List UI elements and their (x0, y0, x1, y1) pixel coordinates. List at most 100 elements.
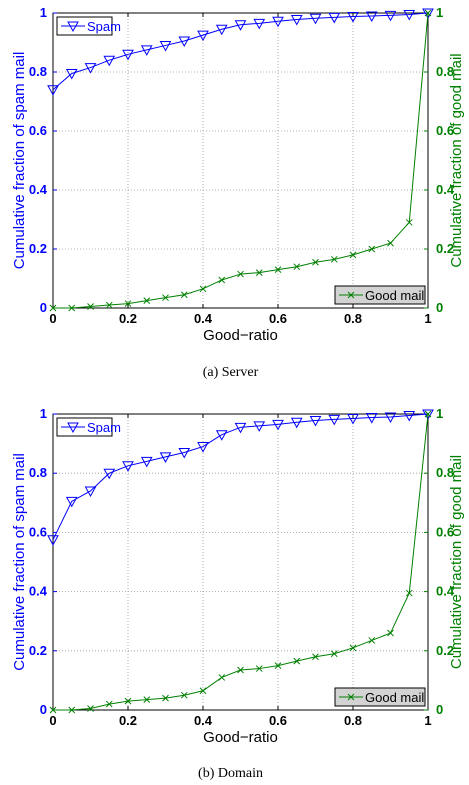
plot-area (53, 414, 428, 710)
x-marker-stroke (405, 589, 413, 597)
x-marker-stroke (312, 653, 319, 661)
good-mail-point (49, 304, 57, 312)
spam-point (403, 410, 416, 422)
x-marker-stroke (218, 276, 226, 284)
y-tick-label-right: 0 (436, 300, 443, 315)
x-marker-stroke (255, 665, 263, 672)
x-marker-stroke (330, 255, 338, 263)
x-icon (347, 693, 355, 701)
good-mail-point (218, 674, 226, 681)
y-axis-label-right: Cumulative fraction of good mail (448, 53, 465, 267)
x-tick-label: 0.6 (269, 311, 287, 326)
good-mail-point (293, 263, 301, 271)
x-marker-stroke (293, 263, 301, 271)
good-mail-point (368, 245, 376, 253)
spam-point (234, 20, 247, 31)
x-marker-stroke (124, 697, 132, 705)
x-marker-stroke (199, 285, 207, 293)
spam-point (234, 422, 247, 434)
y-tick-label-right: 1 (436, 5, 443, 20)
x-tick-label: 0.8 (344, 713, 362, 728)
x-marker-stroke (368, 637, 376, 644)
x-marker-stroke (68, 304, 76, 312)
y-tick-label-left: 0.8 (29, 64, 47, 79)
x-marker-stroke (143, 696, 151, 703)
x-marker-stroke (368, 245, 376, 253)
y-tick-label-left: 0.6 (29, 123, 47, 138)
y-axis-label-left: Cumulative fraction of spam mail (11, 52, 28, 270)
x-marker-stroke (199, 687, 207, 695)
chart-panel-2: 0 0.2 0.4 0.6 0.8 10 00.2 0.20.4 0.40.6 0.60.8 0.8… (11, 406, 465, 781)
x-marker-stroke (87, 705, 94, 712)
spam-point (384, 412, 397, 423)
spam-point (178, 36, 191, 48)
x-axis-label: Good−ratio (203, 327, 278, 344)
x-marker-stroke (162, 694, 169, 702)
axes-box (52, 12, 429, 309)
good-mail-point (349, 644, 357, 652)
figure-caption: (b) Domain (198, 766, 263, 781)
good-mail-point (68, 706, 76, 714)
legend-spam: Spam (56, 16, 121, 36)
spam-point (215, 24, 228, 36)
good-mail-point (105, 700, 113, 708)
x-marker-stroke (180, 291, 188, 299)
plot-area (53, 13, 428, 308)
x-marker-stroke (237, 666, 244, 674)
good-mail-point (312, 653, 319, 661)
spam-point (178, 447, 191, 459)
triangle-down-icon (67, 21, 79, 33)
y-tick-label-right: 0.2 (436, 643, 454, 658)
legend-label: Good mail (365, 690, 424, 705)
spam-point (140, 45, 153, 56)
spam-point (309, 13, 322, 25)
x-marker-stroke (49, 706, 57, 714)
x-marker-stroke (255, 269, 263, 276)
x-marker-stroke (180, 691, 188, 699)
legend-spam: Spam (56, 417, 121, 437)
x-tick-label: 0 (49, 311, 56, 326)
good-mail-point (143, 297, 151, 304)
good-mail-point (124, 697, 132, 705)
legend-box (334, 687, 426, 707)
good-mail-point (405, 589, 413, 597)
good-mail-point (68, 304, 76, 312)
x-marker-stroke (87, 303, 94, 310)
spam-point (422, 8, 434, 20)
x-tick-label: 0.2 (119, 311, 137, 326)
good-mail-point (162, 694, 169, 702)
y-tick-label-right: 0.4 (436, 584, 455, 599)
y-tick-label-left: 0 (40, 702, 47, 717)
spam-point (253, 421, 266, 432)
legend-label: Spam (87, 19, 121, 34)
y-tick-label-right: 0.8 (436, 465, 454, 480)
spam-point (328, 12, 341, 24)
spam-point (290, 417, 303, 429)
good-mail-point (330, 650, 338, 658)
spam-point (272, 16, 284, 28)
good-mail-point (124, 300, 132, 307)
x-marker-stroke (424, 9, 432, 17)
spam-point (422, 409, 434, 421)
good-mail-point (349, 251, 357, 259)
y-tick-label-right: 0.6 (436, 524, 454, 539)
x-marker-stroke (424, 410, 432, 418)
x-tick-label: 0.2 (119, 713, 137, 728)
spam-point (197, 442, 209, 453)
spam-point (122, 461, 134, 472)
spam-point (122, 49, 134, 61)
spam-point (347, 413, 359, 425)
good-mail-point (218, 276, 226, 284)
spam-point (65, 68, 78, 80)
x-axis-label: Good−ratio (203, 729, 278, 746)
y-axis-label-left: Cumulative fraction of spam mail (11, 453, 28, 671)
y-tick-label-left: 0.8 (29, 465, 47, 480)
spam-point (272, 419, 284, 431)
spam-point (403, 9, 416, 21)
good-mail-point (387, 239, 394, 247)
spam-point (197, 30, 209, 42)
good-mail-point (293, 657, 301, 665)
y-tick-label-right: 0.2 (436, 241, 454, 256)
good-mail-point (49, 706, 57, 714)
good-mail-point (424, 9, 432, 17)
